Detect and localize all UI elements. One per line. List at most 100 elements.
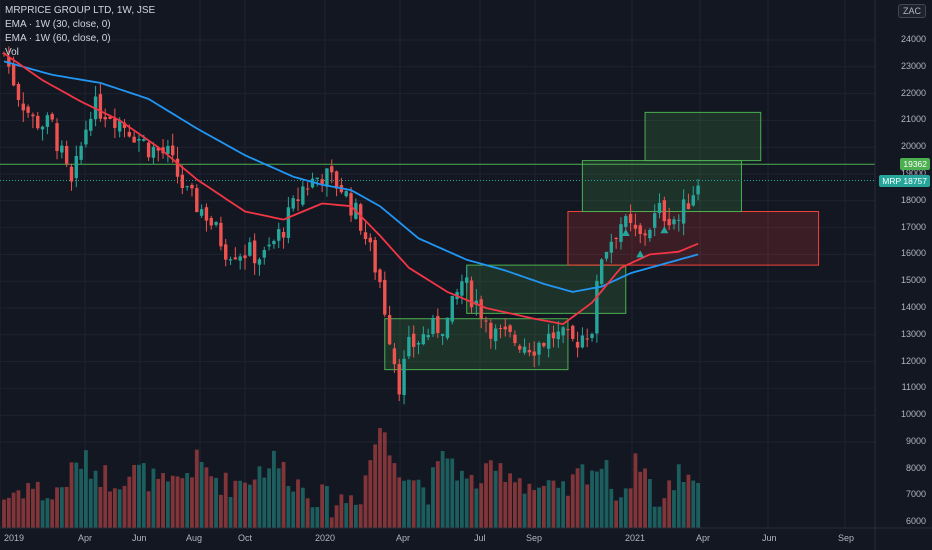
candle-body: [16, 84, 21, 100]
volume-bar: [108, 491, 112, 528]
candle-body: [503, 326, 507, 330]
candle-body: [358, 204, 363, 231]
candle-body: [228, 259, 233, 261]
volume-bar: [88, 478, 93, 528]
candle-body: [7, 57, 11, 67]
time-tick-label: Apr: [78, 533, 93, 543]
time-tick-label: Oct: [238, 533, 253, 543]
candle-body: [397, 364, 401, 395]
volume-legend[interactable]: Vol: [5, 47, 19, 58]
volume-bar: [652, 506, 657, 528]
candle-body: [252, 240, 257, 264]
volume-bar: [382, 432, 387, 528]
candle-body: [45, 115, 50, 127]
volume-bar: [493, 470, 498, 528]
volume-bar: [16, 490, 21, 528]
volume-bar: [474, 488, 479, 528]
candle-body: [74, 156, 78, 179]
candle-body: [604, 251, 609, 259]
volume-bar: [219, 494, 223, 528]
candle-body: [542, 342, 546, 347]
volume-bar: [190, 477, 194, 528]
volume-bar: [59, 487, 64, 528]
candle-body: [204, 207, 209, 221]
currency-unit-badge[interactable]: ZAC: [898, 4, 926, 18]
candle-body: [465, 277, 469, 283]
volume-bar: [387, 455, 392, 528]
candle-body: [628, 213, 633, 224]
candle-body: [556, 331, 560, 340]
volume-bar: [315, 507, 320, 528]
volume-bar: [55, 487, 59, 528]
time-tick-label: 2021: [625, 533, 646, 543]
hline-price-tag: 19362: [900, 158, 930, 171]
price-tick-label: 21000: [900, 114, 926, 125]
candle-body: [599, 259, 604, 284]
volume-bar: [79, 468, 84, 528]
volume-bar: [426, 504, 431, 528]
candle-body: [243, 255, 247, 259]
candle-body: [590, 333, 594, 339]
candle-body: [137, 138, 141, 141]
candle-body: [672, 219, 676, 225]
candle-body: [614, 237, 618, 239]
volume-bar: [334, 505, 339, 528]
volume-bar: [257, 466, 262, 528]
volume-bar: [672, 490, 676, 528]
volume-bar: [180, 478, 185, 528]
candle-body: [431, 317, 435, 335]
candle-body: [79, 145, 83, 160]
candle-body: [171, 145, 175, 156]
candle-body: [31, 114, 35, 117]
volume-bar: [310, 507, 315, 528]
price-tick-label: 23000: [900, 60, 926, 71]
candle-body: [513, 334, 517, 344]
volume-bar: [479, 483, 484, 528]
candle-body: [108, 116, 112, 119]
candle-body: [11, 64, 16, 86]
volume-bar: [93, 470, 98, 528]
volume-bar: [696, 483, 700, 528]
time-tick-label: Jul: [474, 533, 486, 543]
time-tick-label: Apr: [396, 533, 411, 543]
volume-bar: [161, 473, 165, 528]
volume-bar: [508, 473, 512, 528]
volume-bar: [11, 492, 16, 528]
ema30-legend[interactable]: EMA · 1W (30, close, 0): [5, 19, 111, 30]
volume-bar: [127, 476, 132, 528]
volume-bar: [373, 444, 378, 528]
candle-body: [122, 122, 127, 128]
volume-bar: [170, 475, 175, 528]
ema60-legend[interactable]: EMA · 1W (60, close, 0): [5, 33, 111, 44]
candle-body: [474, 300, 479, 306]
candle-body: [142, 139, 146, 141]
volume-bar: [464, 478, 469, 528]
volume-bar: [363, 475, 368, 528]
candle-body: [696, 185, 700, 195]
time-tick-label: Jun: [762, 533, 777, 543]
candle-body: [681, 199, 686, 224]
symbol-title[interactable]: MRPRICE GROUP LTD, 1W, JSE: [5, 5, 156, 16]
volume-bar: [416, 479, 421, 528]
price-tick-label: 7000: [905, 489, 926, 500]
time-tick-label: Sep: [838, 533, 855, 543]
volume-bar: [117, 489, 122, 528]
volume-bar: [599, 468, 604, 528]
volume-bar: [69, 462, 74, 528]
volume-bar: [527, 483, 532, 528]
candle-body: [667, 218, 671, 226]
candle-body: [175, 158, 180, 177]
volume-bar: [609, 488, 614, 528]
signal-marker: [621, 228, 630, 236]
candle-body: [98, 94, 103, 119]
volume-bar: [21, 498, 26, 528]
candle-body: [508, 325, 512, 332]
candle-body: [305, 188, 310, 190]
volume-bar: [296, 479, 300, 528]
volume-bar: [214, 477, 218, 528]
volume-bar: [628, 488, 633, 528]
candle-body: [450, 295, 454, 322]
candle-body: [445, 317, 450, 338]
volume-bar: [619, 497, 623, 528]
